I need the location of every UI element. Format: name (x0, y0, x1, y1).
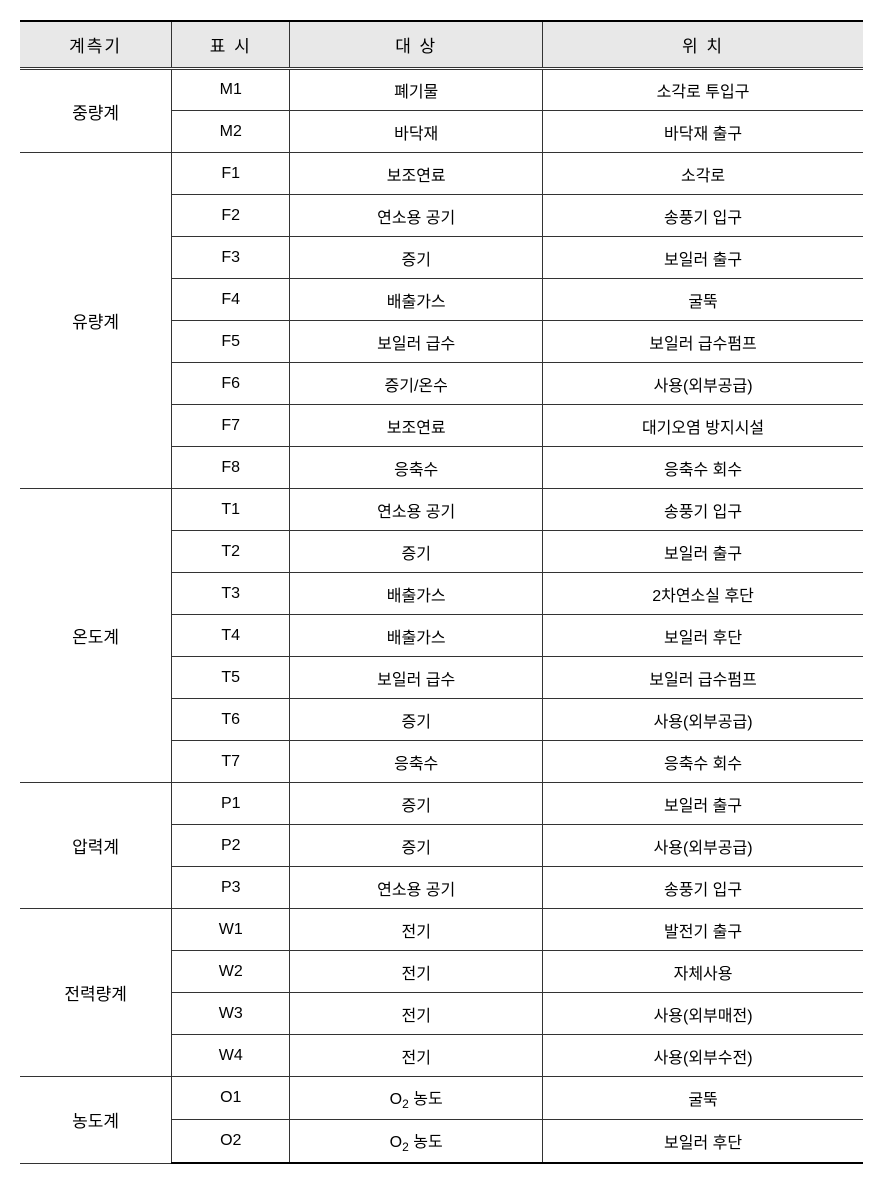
target-cell: 증기 (290, 531, 543, 573)
target-cell: 보조연료 (290, 153, 543, 195)
symbol-cell: W3 (172, 993, 290, 1035)
symbol-cell: W1 (172, 909, 290, 951)
location-cell: 보일러 급수펌프 (543, 657, 863, 699)
instrument-group-cell: 온도계 (20, 489, 172, 783)
symbol-cell: F4 (172, 279, 290, 321)
location-cell: 사용(외부공급) (543, 699, 863, 741)
location-cell: 응축수 회수 (543, 447, 863, 489)
symbol-cell: F7 (172, 405, 290, 447)
location-cell: 소각로 투입구 (543, 69, 863, 111)
header-location: 위 치 (543, 21, 863, 69)
location-cell: 사용(외부공급) (543, 363, 863, 405)
target-cell: 전기 (290, 951, 543, 993)
symbol-cell: T2 (172, 531, 290, 573)
target-cell: 전기 (290, 909, 543, 951)
target-cell: 배출가스 (290, 279, 543, 321)
symbol-cell: F5 (172, 321, 290, 363)
target-cell: 보일러 급수 (290, 657, 543, 699)
target-cell: 폐기물 (290, 69, 543, 111)
symbol-cell: O2 (172, 1120, 290, 1164)
header-instrument: 계측기 (20, 21, 172, 69)
symbol-cell: T4 (172, 615, 290, 657)
target-cell: 연소용 공기 (290, 867, 543, 909)
location-cell: 굴뚝 (543, 1077, 863, 1120)
table-row: 전력량계W1전기발전기 출구 (20, 909, 863, 951)
location-cell: 사용(외부매전) (543, 993, 863, 1035)
table-row: 농도계O1O2 농도굴뚝 (20, 1077, 863, 1120)
symbol-cell: M1 (172, 69, 290, 111)
symbol-cell: W2 (172, 951, 290, 993)
location-cell: 자체사용 (543, 951, 863, 993)
location-cell: 송풍기 입구 (543, 489, 863, 531)
table-row: 온도계T1연소용 공기송풍기 입구 (20, 489, 863, 531)
target-cell: 전기 (290, 993, 543, 1035)
target-cell: 증기 (290, 237, 543, 279)
location-cell: 굴뚝 (543, 279, 863, 321)
target-cell: 배출가스 (290, 573, 543, 615)
instrument-group-cell: 유량계 (20, 153, 172, 489)
symbol-cell: M2 (172, 111, 290, 153)
table-row: 유량계F1보조연료소각로 (20, 153, 863, 195)
table-row: 압력계P1증기보일러 출구 (20, 783, 863, 825)
location-cell: 사용(외부공급) (543, 825, 863, 867)
target-cell: 연소용 공기 (290, 489, 543, 531)
symbol-cell: W4 (172, 1035, 290, 1077)
location-cell: 발전기 출구 (543, 909, 863, 951)
target-cell: 배출가스 (290, 615, 543, 657)
symbol-cell: T7 (172, 741, 290, 783)
symbol-cell: P3 (172, 867, 290, 909)
table-header-row: 계측기 표 시 대 상 위 치 (20, 21, 863, 69)
symbol-cell: F6 (172, 363, 290, 405)
location-cell: 응축수 회수 (543, 741, 863, 783)
target-cell: 연소용 공기 (290, 195, 543, 237)
location-cell: 2차연소실 후단 (543, 573, 863, 615)
instrument-group-cell: 중량계 (20, 69, 172, 153)
location-cell: 송풍기 입구 (543, 867, 863, 909)
header-symbol: 표 시 (172, 21, 290, 69)
target-cell: 응축수 (290, 447, 543, 489)
target-cell: 증기 (290, 825, 543, 867)
location-cell: 보일러 출구 (543, 783, 863, 825)
target-cell: 증기/온수 (290, 363, 543, 405)
target-cell: 전기 (290, 1035, 543, 1077)
target-cell: 보조연료 (290, 405, 543, 447)
table-row: 중량계M1폐기물소각로 투입구 (20, 69, 863, 111)
symbol-cell: T6 (172, 699, 290, 741)
instrument-group-cell: 전력량계 (20, 909, 172, 1077)
target-cell: 증기 (290, 699, 543, 741)
instrument-group-cell: 압력계 (20, 783, 172, 909)
target-cell: O2 농도 (290, 1077, 543, 1120)
location-cell: 송풍기 입구 (543, 195, 863, 237)
instrument-group-cell: 농도계 (20, 1077, 172, 1164)
location-cell: 사용(외부수전) (543, 1035, 863, 1077)
symbol-cell: O1 (172, 1077, 290, 1120)
location-cell: 소각로 (543, 153, 863, 195)
symbol-cell: F2 (172, 195, 290, 237)
target-cell: 바닥재 (290, 111, 543, 153)
target-cell: 증기 (290, 783, 543, 825)
location-cell: 보일러 후단 (543, 1120, 863, 1164)
symbol-cell: T3 (172, 573, 290, 615)
table-body: 중량계M1폐기물소각로 투입구M2바닥재바닥재 출구유량계F1보조연료소각로F2… (20, 69, 863, 1164)
target-cell: 응축수 (290, 741, 543, 783)
location-cell: 보일러 출구 (543, 531, 863, 573)
location-cell: 바닥재 출구 (543, 111, 863, 153)
symbol-cell: F3 (172, 237, 290, 279)
header-target: 대 상 (290, 21, 543, 69)
location-cell: 보일러 후단 (543, 615, 863, 657)
location-cell: 보일러 급수펌프 (543, 321, 863, 363)
instrument-table: 계측기 표 시 대 상 위 치 중량계M1폐기물소각로 투입구M2바닥재바닥재 … (20, 20, 863, 1164)
target-cell: O2 농도 (290, 1120, 543, 1164)
symbol-cell: P2 (172, 825, 290, 867)
location-cell: 보일러 출구 (543, 237, 863, 279)
symbol-cell: P1 (172, 783, 290, 825)
location-cell: 대기오염 방지시설 (543, 405, 863, 447)
symbol-cell: T1 (172, 489, 290, 531)
symbol-cell: T5 (172, 657, 290, 699)
symbol-cell: F8 (172, 447, 290, 489)
target-cell: 보일러 급수 (290, 321, 543, 363)
symbol-cell: F1 (172, 153, 290, 195)
